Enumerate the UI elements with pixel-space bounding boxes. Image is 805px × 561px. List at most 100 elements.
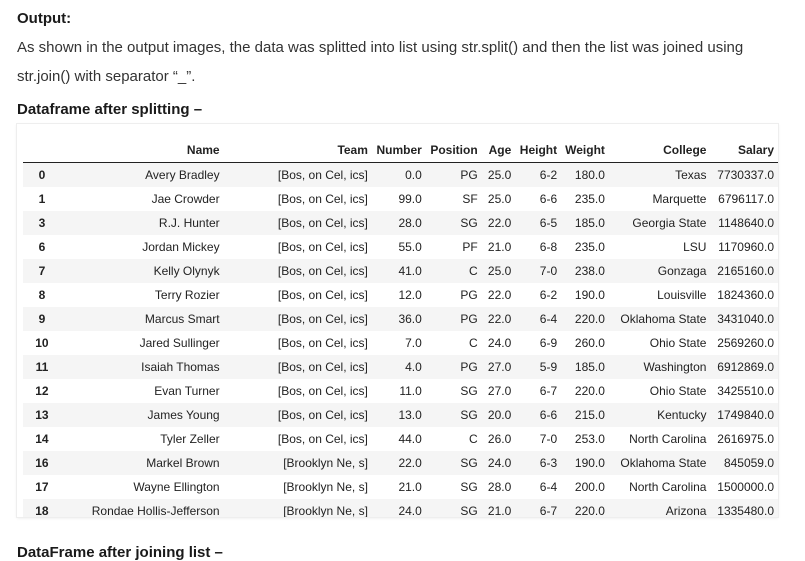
cell-name: R.J. Hunter [158, 216, 220, 230]
cell-team: [Bos, on Cel, ics] [277, 312, 368, 326]
cell-age: 26.0 [487, 432, 512, 446]
table-row: 10 Jared Sullinger [Bos, on Cel, ics] 7.… [23, 331, 778, 355]
cell-weight: 238.0 [574, 264, 605, 278]
cell-name: Rondae Hollis-Jefferson [91, 504, 220, 517]
cell-college: Ohio State [649, 384, 707, 398]
cell-height: 6-5 [539, 216, 558, 230]
cell-position: PG [460, 360, 478, 374]
table-row: 9 Marcus Smart [Bos, on Cel, ics] 36.0 P… [23, 307, 778, 331]
row-index: 9 [38, 312, 46, 326]
row-index: 11 [35, 360, 49, 374]
cell-college: Arizona [665, 504, 707, 517]
table-row: 11 Isaiah Thomas [Bos, on Cel, ics] 4.0 … [23, 355, 778, 379]
cell-height: 6-3 [539, 456, 558, 470]
cell-age: 24.0 [487, 456, 512, 470]
cell-height: 6-2 [539, 288, 558, 302]
cell-college: LSU [683, 240, 707, 254]
cell-salary: 2616975.0 [717, 432, 774, 446]
cell-team: [Bos, on Cel, ics] [277, 408, 368, 422]
cell-salary: 1148640.0 [718, 216, 774, 230]
cell-weight: 260.0 [574, 336, 605, 350]
table-header-row: Name Team Number Position Age Height Wei… [23, 138, 778, 163]
cell-weight: 220.0 [574, 384, 605, 398]
cell-name: Jae Crowder [151, 192, 220, 206]
cell-age: 24.0 [487, 336, 512, 350]
cell-weight: 220.0 [574, 312, 605, 326]
cell-position: C [469, 264, 478, 278]
cell-college: North Carolina [629, 480, 707, 494]
cell-salary: 6796117.0 [718, 192, 774, 206]
cell-age: 25.0 [487, 168, 512, 182]
cell-salary: 2165160.0 [717, 264, 774, 278]
cell-height: 6-4 [539, 312, 558, 326]
description-paragraph: As shown in the output images, the data … [17, 39, 744, 85]
row-index: 0 [38, 168, 46, 182]
table-row: 3 R.J. Hunter [Bos, on Cel, ics] 28.0 SG… [23, 211, 778, 235]
cell-position: PG [460, 288, 478, 302]
table-row: 16 Markel Brown [Brooklyn Ne, s] 22.0 SG… [23, 451, 778, 475]
cell-weight: 235.0 [574, 240, 605, 254]
cell-name: Marcus Smart [144, 312, 220, 326]
cell-salary: 1170960.0 [718, 240, 774, 254]
cell-college: Louisville [657, 288, 707, 302]
dataframe-output-box: Name Team Number Position Age Height Wei… [17, 124, 778, 517]
cell-position: PF [462, 240, 478, 254]
table-row: 7 Kelly Olynyk [Bos, on Cel, ics] 41.0 C… [23, 259, 778, 283]
cell-salary: 3431040.0 [717, 312, 774, 326]
row-index: 14 [35, 432, 49, 446]
table-row: 17 Wayne Ellington [Brooklyn Ne, s] 21.0… [23, 475, 778, 499]
cell-height: 6-7 [539, 504, 558, 517]
cell-college: Oklahoma State [620, 456, 707, 470]
cell-salary: 1749840.0 [717, 408, 774, 422]
cell-height: 6-6 [539, 192, 558, 206]
cell-team: [Brooklyn Ne, s] [283, 480, 368, 494]
cell-height: 6-7 [539, 384, 558, 398]
cell-name: Terry Rozier [154, 288, 220, 302]
cell-age: 22.0 [487, 288, 512, 302]
column-header-name: Name [60, 138, 224, 163]
column-header-number: Number [371, 138, 426, 163]
cell-salary: 7730337.0 [717, 168, 774, 182]
cell-number: 41.0 [398, 264, 422, 278]
cell-position: SG [460, 408, 478, 422]
cell-team: [Bos, on Cel, ics] [277, 168, 368, 182]
cell-college: Georgia State [632, 216, 707, 230]
cell-number: 11.0 [399, 384, 422, 398]
cell-name: Isaiah Thomas [141, 360, 220, 374]
cell-height: 6-6 [539, 408, 558, 422]
column-header-team: Team [223, 138, 372, 163]
cell-height: 6-4 [539, 480, 558, 494]
cell-number: 55.0 [398, 240, 422, 254]
table-row: 0 Avery Bradley [Bos, on Cel, ics] 0.0 P… [23, 162, 778, 187]
cell-number: 99.0 [398, 192, 422, 206]
cell-number: 4.0 [405, 360, 422, 374]
column-header-weight: Weight [561, 138, 609, 163]
cell-name: Jared Sullinger [139, 336, 220, 350]
cell-college: Oklahoma State [620, 312, 707, 326]
cell-height: 5-9 [539, 360, 558, 374]
cell-number: 22.0 [398, 456, 422, 470]
cell-weight: 235.0 [574, 192, 605, 206]
cell-team: [Bos, on Cel, ics] [277, 264, 368, 278]
cell-team: [Brooklyn Ne, s] [283, 504, 368, 517]
column-header-index [23, 138, 61, 163]
cell-salary: 6912869.0 [717, 360, 774, 374]
table-row: 1 Jae Crowder [Bos, on Cel, ics] 99.0 SF… [23, 187, 778, 211]
cell-team: [Bos, on Cel, ics] [277, 360, 368, 374]
cell-college: Texas [675, 168, 707, 182]
cell-weight: 220.0 [574, 504, 605, 517]
cell-position: PG [460, 168, 478, 182]
column-header-age: Age [481, 138, 516, 163]
cell-age: 22.0 [487, 216, 512, 230]
cell-college: Washington [643, 360, 707, 374]
row-index: 1 [38, 192, 46, 206]
cell-name: James Young [147, 408, 220, 422]
cell-position: SG [460, 384, 478, 398]
dataframe-table: Name Team Number Position Age Height Wei… [23, 138, 778, 517]
cell-name: Evan Turner [154, 384, 220, 398]
cell-weight: 185.0 [574, 216, 605, 230]
cell-salary: 3425510.0 [717, 384, 774, 398]
cell-position: PG [460, 312, 478, 326]
cell-salary: 1335480.0 [717, 504, 774, 517]
cell-number: 28.0 [398, 216, 422, 230]
